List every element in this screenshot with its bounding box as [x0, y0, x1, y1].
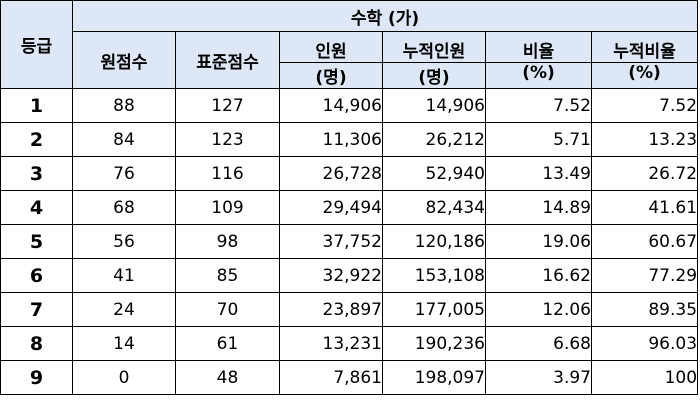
- count-cell[interactable]: 14,906: [279, 88, 383, 123]
- count-cell[interactable]: 32,922: [279, 258, 383, 293]
- cum-ratio-cell[interactable]: 13.23: [590, 122, 699, 157]
- count-cell[interactable]: 37,752: [279, 224, 383, 259]
- raw-score-cell[interactable]: 24: [72, 292, 176, 327]
- standard-score-cell[interactable]: 98: [175, 224, 280, 259]
- cum-ratio-cell[interactable]: 100: [590, 360, 699, 395]
- cum-ratio-cell[interactable]: 96.03: [590, 326, 699, 361]
- standard-score-cell[interactable]: 48: [175, 360, 280, 395]
- ratio-cell[interactable]: 13.49: [485, 156, 592, 191]
- header-raw-score[interactable]: 원점수: [72, 31, 176, 89]
- standard-score-cell[interactable]: 109: [175, 190, 280, 225]
- header-standard-score[interactable]: 표준점수: [175, 31, 280, 89]
- raw-score-cell[interactable]: 76: [72, 156, 176, 191]
- cum-count-cell[interactable]: 177,005: [382, 292, 486, 327]
- table-row: 6 41 85 32,922 153,108 16.62 77.29: [0, 258, 699, 293]
- count-cell[interactable]: 11,306: [279, 122, 383, 157]
- ratio-cell[interactable]: 3.97: [485, 360, 592, 395]
- raw-score-cell[interactable]: 68: [72, 190, 176, 225]
- table-row: 7 24 70 23,897 177,005 12.06 89.35: [0, 292, 699, 327]
- cum-count-cell[interactable]: 52,940: [382, 156, 486, 191]
- grade-cell[interactable]: 5: [0, 224, 73, 259]
- raw-score-cell[interactable]: 41: [72, 258, 176, 293]
- count-cell[interactable]: 13,231: [279, 326, 383, 361]
- header-ratio[interactable]: 비율: [485, 31, 592, 63]
- standard-score-cell[interactable]: 127: [175, 88, 280, 123]
- standard-score-cell[interactable]: 116: [175, 156, 280, 191]
- grade-cell[interactable]: 1: [0, 88, 73, 123]
- grade-cell[interactable]: 7: [0, 292, 73, 327]
- table-row: 9 0 48 7,861 198,097 3.97 100: [0, 360, 699, 395]
- raw-score-cell[interactable]: 56: [72, 224, 176, 259]
- raw-score-cell[interactable]: 14: [72, 326, 176, 361]
- ratio-cell[interactable]: 6.68: [485, 326, 592, 361]
- count-cell[interactable]: 29,494: [279, 190, 383, 225]
- header-ratio-unit[interactable]: (%): [485, 62, 592, 89]
- grade-cell[interactable]: 9: [0, 360, 73, 395]
- header-cum-count[interactable]: 누적인원: [382, 31, 486, 63]
- standard-score-cell[interactable]: 61: [175, 326, 280, 361]
- table-row: 8 14 61 13,231 190,236 6.68 96.03: [0, 326, 699, 361]
- grade-cell[interactable]: 4: [0, 190, 73, 225]
- header-grade[interactable]: 등급: [0, 0, 73, 89]
- ratio-cell[interactable]: 19.06: [485, 224, 592, 259]
- header-cum-ratio-unit[interactable]: (%): [590, 62, 699, 89]
- raw-score-cell[interactable]: 88: [72, 88, 176, 123]
- ratio-cell[interactable]: 7.52: [485, 88, 592, 123]
- grade-cell[interactable]: 6: [0, 258, 73, 293]
- grade-cell[interactable]: 8: [0, 326, 73, 361]
- ratio-cell[interactable]: 16.62: [485, 258, 592, 293]
- standard-score-cell[interactable]: 70: [175, 292, 280, 327]
- cum-ratio-cell[interactable]: 77.29: [590, 258, 699, 293]
- cum-ratio-cell[interactable]: 89.35: [590, 292, 699, 327]
- header-cum-ratio[interactable]: 누적비율: [590, 31, 699, 63]
- ratio-cell[interactable]: 5.71: [485, 122, 592, 157]
- header-count[interactable]: 인원: [279, 31, 383, 63]
- cum-ratio-cell[interactable]: 60.67: [590, 224, 699, 259]
- cum-count-cell[interactable]: 190,236: [382, 326, 486, 361]
- cum-count-cell[interactable]: 120,186: [382, 224, 486, 259]
- table-row: 1 88 127 14,906 14,906 7.52 7.52: [0, 88, 699, 123]
- cum-ratio-cell[interactable]: 41.61: [590, 190, 699, 225]
- standard-score-cell[interactable]: 85: [175, 258, 280, 293]
- ratio-cell[interactable]: 12.06: [485, 292, 592, 327]
- raw-score-cell[interactable]: 84: [72, 122, 176, 157]
- cum-count-cell[interactable]: 26,212: [382, 122, 486, 157]
- raw-score-cell[interactable]: 0: [72, 360, 176, 395]
- table-row: 2 84 123 11,306 26,212 5.71 13.23: [0, 122, 699, 157]
- cum-count-cell[interactable]: 14,906: [382, 88, 486, 123]
- cum-count-cell[interactable]: 82,434: [382, 190, 486, 225]
- cum-ratio-cell[interactable]: 26.72: [590, 156, 699, 191]
- ratio-cell[interactable]: 14.89: [485, 190, 592, 225]
- header-group-math[interactable]: 수학 (가): [71, 0, 699, 32]
- table-row: 4 68 109 29,494 82,434 14.89 41.61: [0, 190, 699, 225]
- cum-count-cell[interactable]: 153,108: [382, 258, 486, 293]
- table-row: 3 76 116 26,728 52,940 13.49 26.72: [0, 156, 699, 191]
- table-body: 1 88 127 14,906 14,906 7.52 7.52 2 84 123 11,306 26…: [0, 88, 699, 395]
- grade-cell[interactable]: 2: [0, 122, 73, 157]
- cum-count-cell[interactable]: 198,097: [382, 360, 486, 395]
- header-count-unit[interactable]: (명): [279, 62, 383, 89]
- table-row: 5 56 98 37,752 120,186 19.06 60.67: [0, 224, 699, 259]
- standard-score-cell[interactable]: 123: [175, 122, 280, 157]
- count-cell[interactable]: 23,897: [279, 292, 383, 327]
- count-cell[interactable]: 7,861: [279, 360, 383, 395]
- cum-ratio-cell[interactable]: 7.52: [590, 88, 699, 123]
- count-cell[interactable]: 26,728: [279, 156, 383, 191]
- grade-cell[interactable]: 3: [0, 156, 73, 191]
- header-cum-count-unit[interactable]: (명): [382, 62, 486, 89]
